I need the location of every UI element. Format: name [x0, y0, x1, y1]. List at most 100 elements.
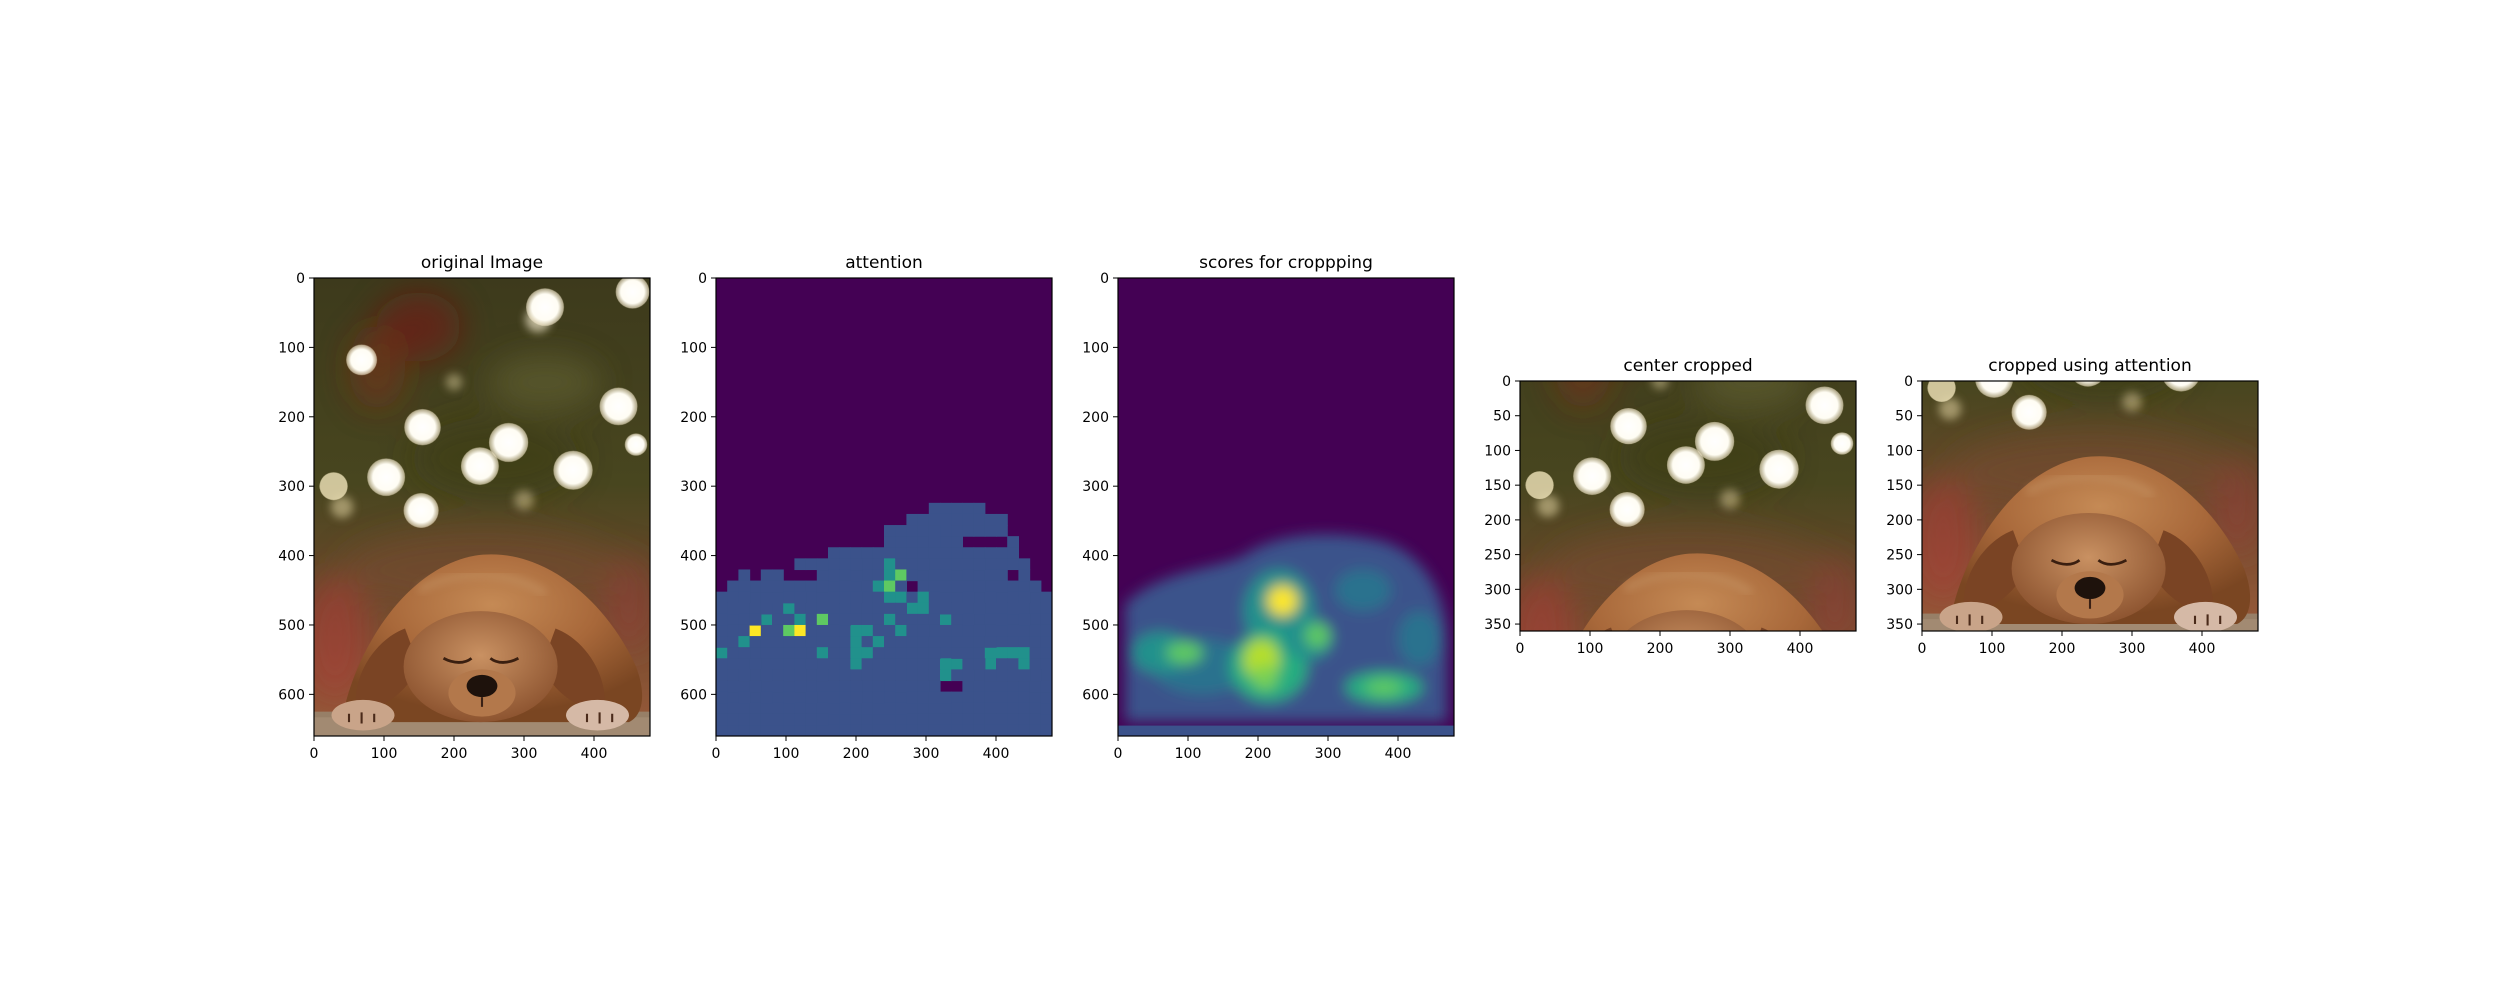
attention-cell [895, 536, 907, 548]
attention-cell [884, 536, 896, 548]
attention-cell [895, 547, 907, 559]
attention-cell [716, 636, 728, 648]
attention-cell [1007, 713, 1019, 726]
attention-cell [727, 702, 739, 715]
attention-cell [984, 624, 997, 637]
y-tick-label: 0 [296, 271, 305, 287]
attention-cell [984, 702, 997, 715]
attention-cell [1029, 691, 1042, 704]
attention-cell [1018, 558, 1031, 571]
y-tick-label: 200 [680, 410, 707, 426]
attention-cell [884, 647, 896, 659]
attention-cell [1040, 647, 1052, 659]
attention-cell [1007, 691, 1019, 704]
attention-cell [884, 602, 896, 615]
y-tick-label: 500 [278, 618, 305, 634]
attention-cell [805, 658, 818, 670]
attention-cell [928, 691, 941, 704]
attention-cell [895, 602, 907, 615]
attention-cell [973, 624, 986, 637]
panel-title: original Image [421, 253, 543, 273]
attention-cell [738, 691, 751, 704]
attention-cell [1007, 624, 1019, 637]
attention-cell [816, 658, 829, 670]
attention-cell [816, 569, 829, 582]
attention-cell [962, 513, 975, 526]
attention-cell [1007, 580, 1019, 593]
attention-cell [984, 613, 997, 626]
attention-cell [1018, 702, 1031, 715]
attention-cell [928, 580, 941, 593]
x-tick-label: 100 [1979, 641, 2006, 657]
y-tick-label: 600 [1082, 687, 1109, 703]
attention-cell [895, 658, 907, 670]
attention-cell [727, 636, 739, 648]
attention-cell [839, 591, 851, 604]
axes-frame [313, 277, 651, 737]
attention-cell [828, 647, 840, 659]
attention-cell [951, 558, 963, 571]
attention-cell [1029, 636, 1042, 648]
x-tick-label: 0 [310, 746, 319, 762]
attention-cell [996, 691, 1008, 704]
attention-cell [996, 669, 1008, 682]
attention-cell [895, 569, 907, 582]
attention-cell [850, 702, 863, 715]
y-tick-label: 200 [1082, 410, 1109, 426]
x-tick-label: 200 [1647, 641, 1674, 657]
attention-cell [828, 580, 840, 593]
attention-cell [906, 702, 919, 715]
attention-cell [906, 613, 919, 626]
attention-cell [951, 647, 963, 659]
attention-cell [962, 613, 975, 626]
attention-cell [839, 613, 851, 626]
attention-cell [716, 669, 728, 682]
attention-cell [816, 613, 829, 626]
attention-cell [962, 724, 975, 736]
attention-cell [839, 547, 851, 559]
attention-cell [917, 547, 930, 559]
attention-cell [973, 525, 986, 537]
attention-cell [1040, 702, 1052, 715]
attention-cell [783, 702, 795, 715]
x-tick-label: 200 [1245, 746, 1272, 762]
attention-cell [951, 658, 963, 670]
attention-cell [895, 591, 907, 604]
attention-cell [940, 525, 952, 537]
attention-cell [850, 602, 863, 615]
attention-cell [727, 591, 739, 604]
attention-cell [861, 669, 874, 682]
panel-title: scores for croppping [1199, 253, 1373, 273]
attention-cell [940, 580, 952, 593]
attention-cell [984, 513, 997, 526]
x-tick-label: 400 [2189, 641, 2216, 657]
attention-cell [973, 680, 986, 693]
attention-cell [962, 547, 975, 559]
y-tick-label: 350 [1886, 617, 1913, 633]
attention-cell [996, 591, 1008, 604]
attention-cell [872, 602, 885, 615]
attention-cell [973, 547, 986, 559]
attention-cell [805, 724, 818, 736]
attention-cell [984, 636, 997, 648]
attention-cell [839, 647, 851, 659]
attention-cell [828, 691, 840, 704]
attention-cell [917, 680, 930, 693]
x-tick-label: 300 [2119, 641, 2146, 657]
attention-cell [805, 558, 818, 571]
attention-cell [839, 669, 851, 682]
attention-cell [884, 613, 896, 626]
attention-cell [738, 647, 751, 659]
x-tick-label: 0 [1516, 641, 1525, 657]
attention-cell [828, 558, 840, 571]
panel-4: center cropped 0 100 200 300 400 0 50 100 150 200 2… [1484, 356, 1857, 657]
attention-cell [984, 724, 997, 736]
attention-cell [850, 724, 863, 736]
attention-cell [783, 680, 795, 693]
attention-cell [738, 724, 751, 736]
attention-cell [951, 513, 963, 526]
attention-cell [760, 636, 773, 648]
attention-cell [749, 669, 762, 682]
attention-cell [962, 525, 975, 537]
attention-cell [1007, 613, 1019, 626]
